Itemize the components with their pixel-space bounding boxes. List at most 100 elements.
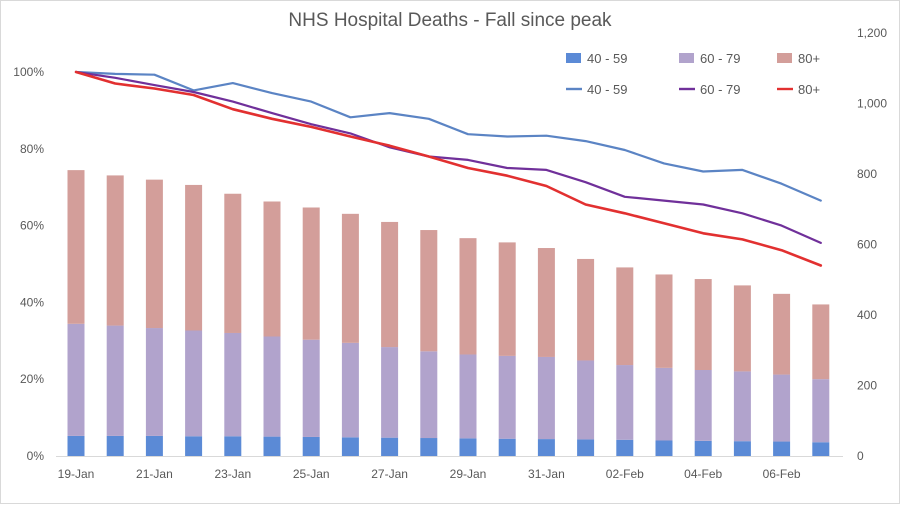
bar-60-79 — [224, 332, 242, 437]
x-axis-tick-label: 27-Jan — [371, 467, 408, 481]
legend-label: 60 - 79 — [700, 51, 740, 66]
legend-swatch-bar — [566, 53, 581, 63]
bar-80-plus — [263, 201, 281, 337]
bar-60-79 — [694, 369, 712, 441]
bar-60-79 — [459, 354, 477, 439]
bar-40-59 — [145, 435, 163, 456]
bar-40-59 — [498, 438, 516, 456]
x-axis-tick-label: 06-Feb — [763, 467, 801, 481]
bar-80-plus — [694, 279, 712, 370]
bar-40-59 — [224, 436, 242, 456]
bar-80-plus — [773, 293, 791, 375]
chart-title: NHS Hospital Deaths - Fall since peak — [288, 10, 612, 31]
bar-40-59 — [106, 435, 124, 456]
bar-40-59 — [263, 436, 281, 456]
x-axis-tick-label: 19-Jan — [58, 467, 95, 481]
x-axis-tick-label: 23-Jan — [214, 467, 251, 481]
bar-40-59 — [459, 438, 477, 456]
line-series-group — [74, 70, 823, 267]
legend-label: 80+ — [798, 82, 820, 97]
left-axis-tick-label: 80% — [20, 142, 44, 156]
bar-60-79 — [145, 328, 163, 436]
right-axis-tick-label: 1,000 — [857, 97, 887, 111]
x-axis-tick-label: 21-Jan — [136, 467, 173, 481]
bar-60-79 — [498, 355, 516, 439]
bar-80-plus — [655, 274, 673, 368]
bar-60-79 — [773, 374, 791, 442]
bar-60-79 — [537, 356, 555, 440]
bar-60-79 — [381, 347, 399, 438]
right-axis-tick-label: 400 — [857, 308, 877, 322]
bar-60-79 — [263, 336, 281, 437]
bar-80-plus — [498, 242, 516, 356]
right-axis-tick-label: 200 — [857, 379, 877, 393]
bar-80-plus — [341, 213, 359, 343]
bar-80-plus — [537, 248, 555, 357]
bar-60-79 — [106, 325, 124, 436]
bar-80-plus — [733, 285, 751, 372]
bar-40-59 — [381, 437, 399, 456]
legend-swatch-bar — [777, 53, 792, 63]
bar-60-79 — [341, 342, 359, 438]
bar-60-79 — [577, 360, 595, 440]
bar-60-79 — [420, 351, 438, 439]
bar-60-79 — [185, 330, 203, 437]
bar-40-59 — [67, 435, 85, 456]
bar-60-79 — [616, 365, 634, 440]
legend-label: 40 - 59 — [587, 51, 627, 66]
bar-40-59 — [812, 442, 830, 456]
bar-40-59 — [302, 436, 320, 456]
bar-80-plus — [185, 184, 203, 331]
bar-40-59 — [537, 439, 555, 456]
bar-80-plus — [145, 179, 163, 329]
line-60-79 — [74, 70, 822, 244]
line-80-plus — [74, 70, 823, 267]
bar-80-plus — [459, 238, 477, 355]
left-axis-tick-label: 60% — [20, 219, 44, 233]
bar-series-group — [67, 170, 830, 456]
right-axis-tick-label: 1,200 — [857, 26, 887, 40]
x-axis-tick-label: 29-Jan — [450, 467, 487, 481]
bar-60-79 — [812, 379, 830, 443]
left-axis-tick-label: 100% — [13, 65, 44, 79]
x-axis-tick-label: 02-Feb — [606, 467, 644, 481]
legend-label: 80+ — [798, 51, 820, 66]
x-axis: 19-Jan 21-Jan 23-Jan 25-Jan 27-Jan 29-Jan 31-J… — [58, 467, 801, 481]
bar-60-79 — [302, 339, 320, 437]
left-axis-tick-label: 40% — [20, 295, 44, 309]
bar-80-plus — [67, 170, 85, 324]
bar-40-59 — [420, 438, 438, 456]
right-axis-tick-label: 0 — [857, 449, 864, 463]
right-axis-tick-label: 800 — [857, 167, 877, 181]
bar-40-59 — [655, 440, 673, 456]
bar-80-plus — [224, 193, 242, 333]
bar-40-59 — [733, 441, 751, 456]
bar-40-59 — [577, 439, 595, 456]
line-40-59 — [74, 70, 822, 202]
right-axis-tick-label: 600 — [857, 238, 877, 252]
bar-40-59 — [773, 441, 791, 456]
bar-40-59 — [185, 436, 203, 456]
left-axis-tick-label: 20% — [20, 372, 44, 386]
bar-60-79 — [733, 371, 751, 442]
x-axis-tick-label: 25-Jan — [293, 467, 330, 481]
bar-60-79 — [67, 323, 85, 436]
bar-60-79 — [655, 367, 673, 441]
bar-40-59 — [616, 439, 634, 456]
left-axis: 0% 20% 40% 60% 80% 100% — [13, 65, 44, 463]
bar-80-plus — [302, 207, 320, 340]
legend-label: 60 - 79 — [700, 82, 740, 97]
legend: 40 - 59 60 - 79 80+ 40 - 59 60 - 79 80+ — [566, 51, 820, 97]
bar-80-plus — [106, 175, 124, 326]
bar-80-plus — [420, 230, 438, 352]
legend-swatch-bar — [679, 53, 694, 63]
x-axis-tick-label: 04-Feb — [684, 467, 722, 481]
x-axis-tick-label: 31-Jan — [528, 467, 565, 481]
bar-80-plus — [616, 267, 634, 366]
bar-40-59 — [341, 437, 359, 456]
bar-40-59 — [694, 440, 712, 456]
legend-label: 40 - 59 — [587, 82, 627, 97]
bar-80-plus — [577, 258, 595, 361]
